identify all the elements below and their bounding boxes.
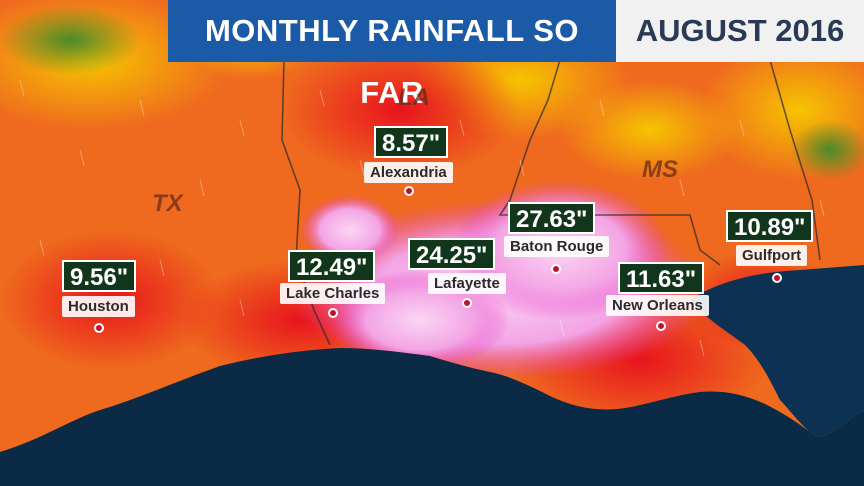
border-ms-la <box>498 59 721 266</box>
rain-zone <box>0 5 140 75</box>
map-date: AUGUST 2016 <box>616 0 864 62</box>
rainfall-value-lake-charles: 12.49" <box>288 250 376 282</box>
city-marker-houston <box>94 323 104 333</box>
city-label-houston: Houston <box>62 296 135 317</box>
city-marker-new-orleans <box>656 321 666 331</box>
rain-zone-extreme <box>300 195 400 265</box>
city-marker-baton-rouge <box>551 264 561 274</box>
gulf-water <box>0 348 864 486</box>
rainfall-value-alexandria: 8.57" <box>374 126 449 158</box>
map-title: MONTHLY RAINFALL SO FAR <box>168 0 616 110</box>
rain-zone <box>280 40 520 180</box>
city-label-gulfport: Gulfport <box>736 245 808 266</box>
border-ms-al <box>769 59 821 261</box>
rainfall-value-lafayette: 24.25" <box>408 238 496 270</box>
border-tx-la <box>281 59 331 346</box>
rain-zone <box>560 80 740 180</box>
city-marker-alexandria <box>404 186 414 196</box>
city-label-lake-charles: Lake Charles <box>280 283 386 304</box>
city-label-new-orleans: New Orleans <box>606 295 709 316</box>
rainfall-value-baton-rouge: 27.63" <box>508 202 596 234</box>
city-label-alexandria: Alexandria <box>364 162 453 183</box>
state-label-ms: MS <box>642 156 678 183</box>
city-label-lafayette: Lafayette <box>428 273 506 294</box>
title-bar: MONTHLY RAINFALL SO FAR AUGUST 2016 <box>168 0 864 110</box>
rainfall-value-new-orleans: 11.63" <box>618 262 705 294</box>
gulf-water-east <box>690 265 864 437</box>
state-label-tx: TX <box>152 190 183 217</box>
city-marker-gulfport <box>772 273 782 283</box>
state-label-la: LA <box>398 84 430 111</box>
rain-streaks <box>19 79 825 357</box>
city-label-baton-rouge: Baton Rouge <box>504 236 610 257</box>
city-marker-lake-charles <box>328 308 338 318</box>
rainfall-value-gulfport: 10.89" <box>726 210 814 242</box>
rain-zone <box>790 120 864 180</box>
rainfall-value-houston: 9.56" <box>62 260 137 292</box>
city-marker-lafayette <box>462 298 472 308</box>
